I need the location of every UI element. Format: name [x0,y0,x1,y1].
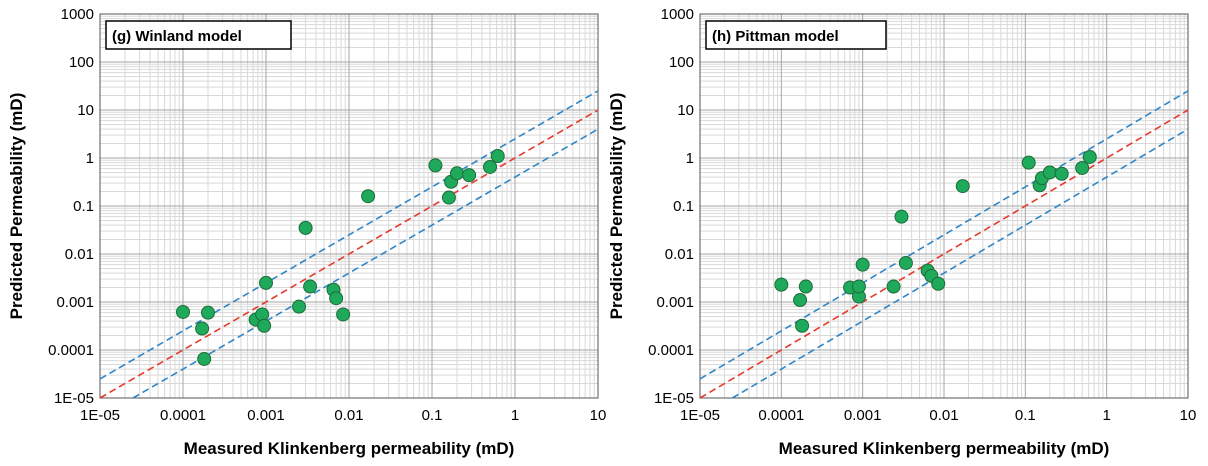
y-tick-label: 0.01 [65,246,94,263]
y-tick-label: 10 [77,102,94,119]
data-point [361,189,376,204]
lower-bound-line [731,128,1189,399]
data-point [774,277,789,292]
y-tick-label: 0.001 [656,294,694,311]
data-point [1075,160,1090,175]
x-tick-label: 1 [1102,407,1110,424]
data-point [329,291,344,306]
y-tick-label: 0.001 [56,294,94,311]
data-point [898,255,913,270]
reference-lines [699,90,1189,399]
panel-winland: 1E-05 0.0001 0.001 0.01 0.1 1 10 1E-05 0.0001 0.… [7,6,606,458]
data-point [336,307,351,322]
x-axis-label: Measured Klinkenberg permeability (mD) [184,439,515,458]
y-tick-labels: 1E-05 0.0001 0.001 0.01 0.1 1 10 100 1000 [648,6,694,407]
x-tick-label: 1 [511,407,519,424]
y-tick-label: 1000 [61,6,94,23]
data-point [851,279,866,294]
chart-title: (h) Pittman model [712,28,839,45]
data-point [303,279,318,294]
unity-line [99,109,599,399]
data-point [292,299,307,314]
title-box [105,20,292,50]
y-tick-label: 1 [86,150,94,167]
y-tick-label: 0.01 [665,246,694,263]
y-tick-label: 1E-05 [54,390,94,407]
y-tick-labels: 1E-05 0.0001 0.001 0.01 0.1 1 10 100 1000 [48,6,94,407]
x-tick-label: 0.0001 [758,407,804,424]
y-tick-label: 0.1 [73,198,94,215]
x-axis-label: Measured Klinkenberg permeability (mD) [779,439,1110,458]
x-tick-label: 0.1 [1015,407,1036,424]
data-point [441,190,456,205]
x-tick-label: 0.001 [247,407,285,424]
x-tick-label: 1E-05 [80,407,120,424]
data-points [774,149,1097,333]
x-tick-label: 0.01 [334,407,363,424]
data-point [855,257,870,272]
x-tick-label: 0.01 [929,407,958,424]
data-point [197,351,212,366]
y-tick-label: 0.0001 [648,342,694,359]
data-point [255,307,270,322]
x-tick-labels: 1E-05 0.0001 0.001 0.01 0.1 1 10 [80,407,606,424]
data-point [798,279,813,294]
x-tick-label: 0.001 [844,407,882,424]
data-point [176,304,190,319]
data-points [176,149,505,366]
chart-title: (g) Winland model [112,28,242,45]
data-point [1042,165,1057,180]
y-axis-label: Predicted Permeability (mD) [7,93,26,320]
upper-bound-line [99,90,599,380]
x-tick-label: 1E-05 [680,407,720,424]
data-point [1082,149,1097,164]
x-tick-labels: 1E-05 0.0001 0.001 0.01 0.1 1 10 [680,407,1196,424]
data-point [449,166,464,181]
data-point [795,318,810,333]
y-tick-label: 100 [669,54,694,71]
panel-pittman: 1E-05 0.0001 0.001 0.01 0.1 1 10 1E-05 0.0001 0.… [607,6,1196,458]
data-point [894,209,909,224]
y-tick-label: 0.0001 [48,342,94,359]
y-tick-label: 1000 [661,6,694,23]
plot-frame [699,13,1189,399]
data-point [931,276,946,291]
unity-line [699,109,1189,399]
y-tick-label: 1 [686,150,694,167]
data-point [793,293,808,308]
data-point [490,149,505,164]
y-axis-label: Predicted Permeability (mD) [607,93,626,320]
data-point [195,321,210,336]
data-point [462,168,477,183]
data-point [955,179,970,194]
data-point [298,220,313,235]
data-point [886,279,901,294]
plot-frame [99,13,599,399]
y-tick-label: 0.1 [673,198,694,215]
data-point [1054,166,1069,181]
data-point [257,318,272,333]
lower-bound-line [132,128,599,399]
x-tick-label: 10 [1180,407,1197,424]
y-tick-label: 100 [69,54,94,71]
data-point [200,305,215,320]
data-point [428,158,443,173]
title-box [705,20,887,50]
data-point [483,159,498,174]
reference-lines [99,90,599,399]
data-point [259,275,273,290]
data-point [1021,155,1036,170]
x-tick-label: 0.1 [422,407,443,424]
x-tick-label: 0.0001 [160,407,206,424]
y-tick-label: 10 [677,102,694,119]
y-tick-label: 1E-05 [654,390,694,407]
upper-bound-line [699,90,1189,380]
x-tick-label: 10 [590,407,607,424]
